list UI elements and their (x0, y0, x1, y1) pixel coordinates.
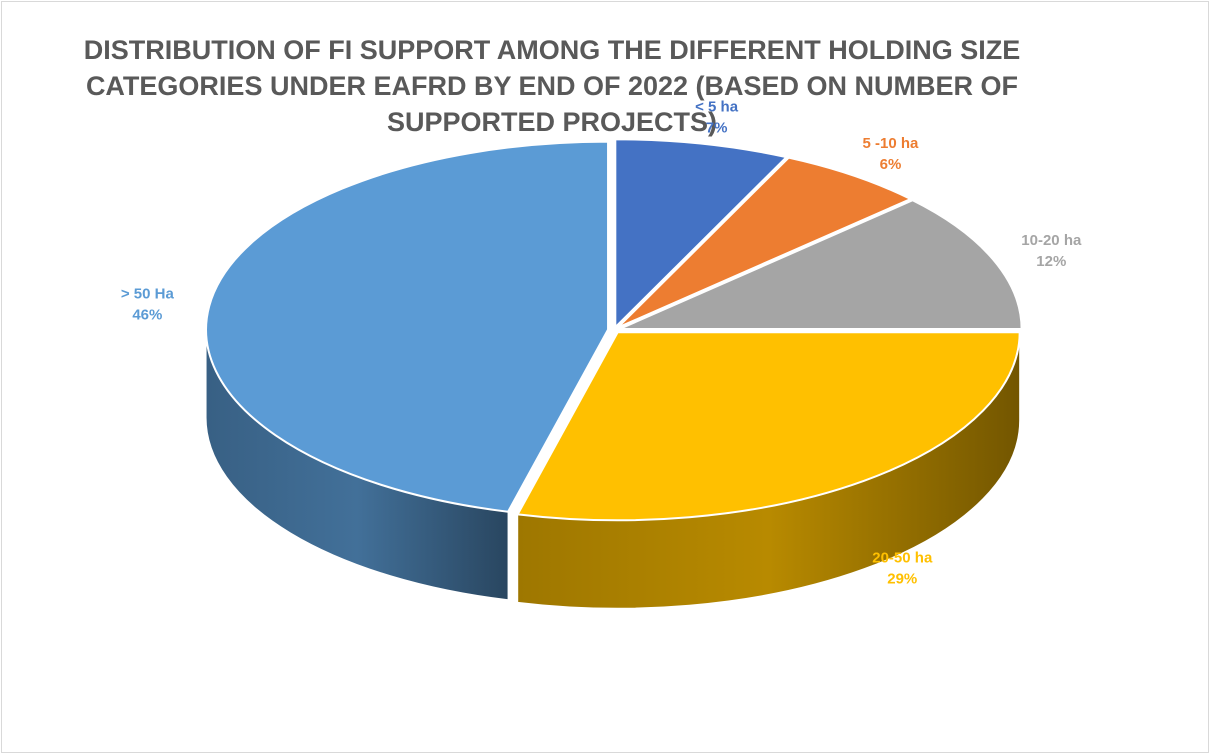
slice-label-10-20-ha: 10-20 ha (1021, 232, 1082, 249)
slice-20-50-ha (516, 331, 1021, 522)
pie-labels: < 5 ha 7% 5 -10 ha 6% 10-20 ha 12% 20-50 ha 29%… (121, 98, 1082, 587)
slice-value-20-50-ha: 29% (887, 570, 917, 587)
slice-50-ha (205, 140, 610, 513)
slice-value-5-ha: 7% (706, 119, 728, 136)
slice-value-50-ha: 46% (132, 306, 162, 323)
pie-tops (205, 138, 1023, 522)
slice-label-50-ha: > 50 Ha (121, 285, 175, 302)
chart-title: DISTRIBUTION OF FI SUPPORT AMONG THE DIF… (83, 35, 1021, 137)
slice-label-5-ha: < 5 ha (695, 98, 739, 115)
slice-label-20-50-ha: 20-50 ha (872, 549, 933, 566)
slice-value-5-10-ha: 6% (880, 156, 902, 173)
slice-5-ha (614, 138, 788, 329)
slice-10-20-ha (618, 199, 1023, 330)
slice-label-5-10-ha: 5 -10 ha (863, 135, 920, 152)
slice-5-10-ha (616, 156, 912, 329)
slice-value-10-20-ha: 12% (1036, 253, 1066, 270)
